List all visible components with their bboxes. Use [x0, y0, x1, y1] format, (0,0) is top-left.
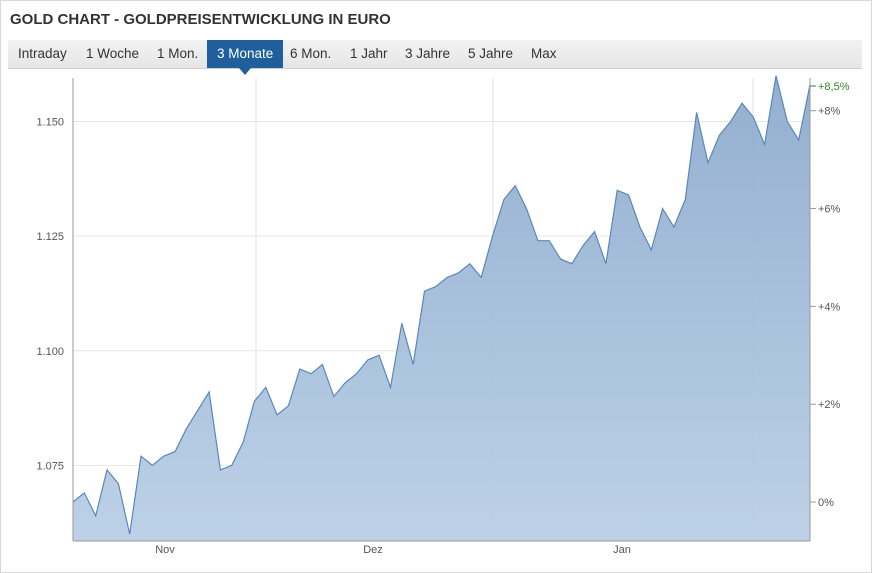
- tab-6-mon[interactable]: 6 Mon.: [290, 46, 332, 61]
- current-change-label: +8,5%: [818, 81, 850, 93]
- price-area-fill: [73, 75, 810, 541]
- x-tick-label-0: Nov: [155, 544, 175, 556]
- left-tick-label-3: 1.150: [36, 117, 64, 129]
- tab-3-jahre[interactable]: 3 Jahre: [405, 46, 451, 61]
- left-tick-label-2: 1.125: [36, 231, 64, 243]
- tab-3-monate[interactable]: 3 Monate: [207, 40, 284, 75]
- tab-1-mon[interactable]: 1 Mon.: [157, 46, 199, 61]
- x-tick-label-1: Dez: [363, 544, 383, 556]
- tab-intraday[interactable]: Intraday: [18, 46, 67, 61]
- timeframe-tab-bar: Intraday 1 Woche 1 Mon. 3 Monate 6 Mon. …: [8, 40, 862, 75]
- tab-1-jahr[interactable]: 1 Jahr: [350, 46, 388, 61]
- price-line: [72, 75, 811, 535]
- right-tick-label-0: 0%: [818, 497, 834, 509]
- tab-5-jahre[interactable]: 5 Jahre: [468, 46, 514, 61]
- tab-max[interactable]: Max: [531, 46, 557, 61]
- x-tick-label-2: Jan: [613, 544, 631, 556]
- right-tick-label-1: +2%: [818, 399, 841, 411]
- left-tick-label-0: 1.075: [36, 460, 64, 472]
- right-tick-label-4: +8%: [818, 106, 841, 118]
- chart-header-title: GOLD CHART - GOLDPREISENTWICKLUNG IN EUR…: [10, 11, 391, 28]
- left-tick-label-1: 1.100: [36, 346, 64, 358]
- right-tick-label-2: +4%: [818, 301, 841, 313]
- right-tick-label-3: +6%: [818, 204, 841, 216]
- tab-1-woche[interactable]: 1 Woche: [86, 46, 140, 61]
